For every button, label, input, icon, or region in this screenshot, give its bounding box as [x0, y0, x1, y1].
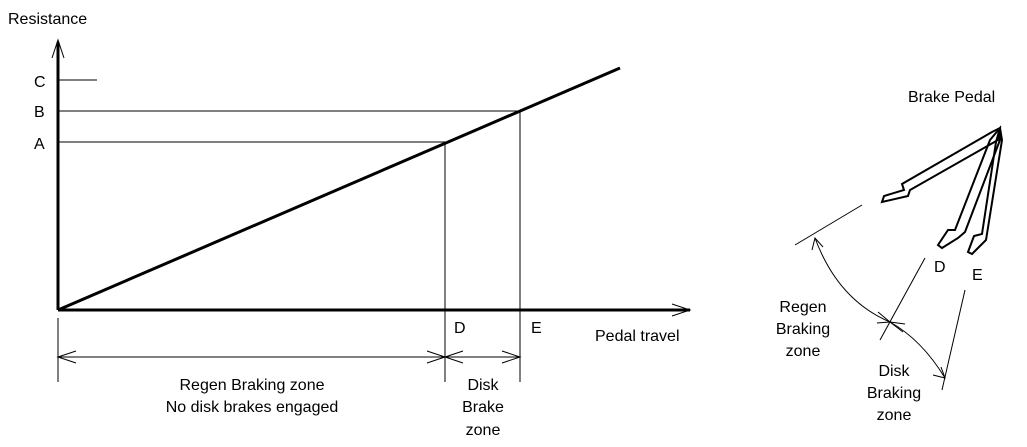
reference-line: [795, 205, 862, 245]
brake-pedal-drawing: [882, 128, 1002, 254]
arc: [815, 238, 945, 378]
level-label: A: [34, 136, 45, 153]
reference-line: [942, 290, 965, 390]
zone-label: Braking: [867, 385, 921, 402]
position-label: E: [972, 267, 983, 284]
page: Resistance C B A D E Pedal travel Regen …: [0, 0, 1027, 447]
pedal-title: Brake Pedal: [908, 89, 995, 106]
diagram: Resistance C B A D E Pedal travel Regen …: [0, 0, 1027, 447]
zone-label: Regen Braking zone: [180, 377, 325, 394]
zone-label: Braking: [776, 321, 830, 338]
y-axis-label: Resistance: [8, 11, 87, 28]
zone-label: Brake: [462, 399, 504, 416]
zone-label: Regen: [779, 299, 826, 316]
x-axis-label: Pedal travel: [595, 328, 680, 345]
level-label: C: [34, 74, 46, 91]
point-label: E: [531, 320, 542, 337]
position-label: D: [934, 259, 946, 276]
zone-label: No disk brakes engaged: [166, 399, 339, 416]
resistance-line: [58, 68, 620, 310]
zone-label: Disk: [467, 377, 499, 394]
zone-label: zone: [466, 422, 501, 439]
zone-label: zone: [786, 343, 821, 360]
zone-label: zone: [877, 407, 912, 424]
reference-line: [880, 258, 925, 340]
zone-label: Disk: [878, 363, 910, 380]
level-label: B: [34, 104, 45, 121]
point-label: D: [454, 320, 466, 337]
